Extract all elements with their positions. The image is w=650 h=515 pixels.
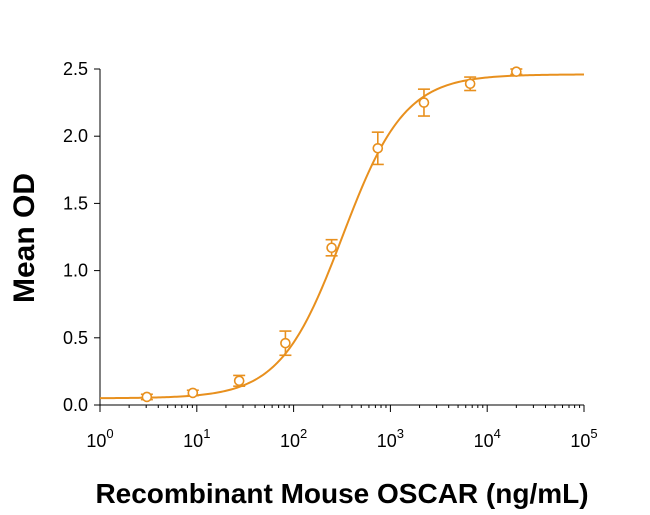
x-tick-label: 101	[183, 426, 210, 451]
y-tick-label: 0.5	[63, 328, 88, 348]
point-marker	[187, 387, 199, 399]
point-marker	[464, 78, 476, 90]
point-marker	[233, 375, 245, 387]
y-tick-label: 2.0	[63, 126, 88, 146]
point-marker	[141, 391, 153, 403]
y-axis-title: Mean OD	[8, 173, 41, 303]
point-marker	[511, 66, 522, 77]
data-point	[325, 238, 338, 257]
point-marker	[280, 337, 291, 349]
x-tick-label: 104	[474, 426, 501, 451]
data-point	[186, 387, 199, 399]
data-point	[417, 88, 430, 117]
fit-curve	[99, 73, 585, 400]
x-tick-label: 105	[570, 426, 597, 451]
point-marker	[372, 142, 384, 154]
data-points	[140, 66, 523, 403]
point-marker	[326, 242, 337, 254]
data-point	[279, 330, 292, 357]
data-point	[140, 391, 153, 403]
y-tick-label: 0.0	[63, 395, 88, 415]
x-axis-ticks: 100 101 102 103 104 105	[86, 405, 598, 451]
y-tick-label: 1.0	[63, 261, 88, 281]
x-axis-title: Recombinant Mouse OSCAR (ng/mL)	[95, 478, 588, 509]
data-point	[464, 76, 477, 92]
y-tick-label: 1.5	[63, 193, 88, 213]
x-tick-label: 102	[280, 426, 307, 451]
y-axis-ticks: 0.0 0.5 1.0 1.5 2.0 2.5	[63, 59, 100, 415]
x-tick-label: 103	[377, 426, 404, 451]
y-tick-label: 2.5	[63, 59, 88, 79]
point-marker	[418, 97, 430, 108]
data-point	[371, 131, 384, 166]
x-tick-label: 100	[86, 426, 113, 451]
data-point	[510, 66, 523, 77]
data-point	[233, 374, 246, 387]
axes	[99, 69, 584, 406]
